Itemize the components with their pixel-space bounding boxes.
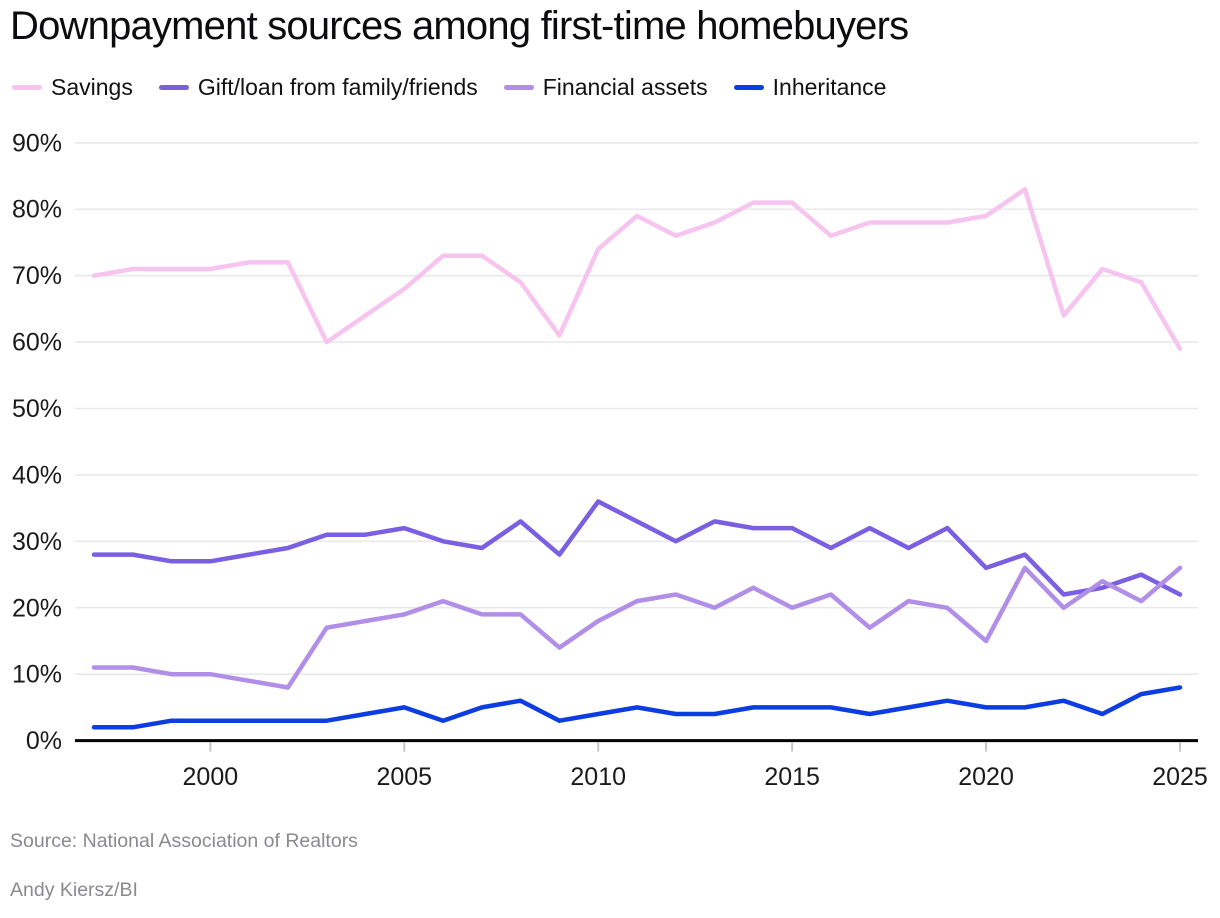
x-tick-label: 2005 xyxy=(376,763,432,791)
y-tick-label: 30% xyxy=(12,528,62,556)
line-chart: 0% 10% 20% 30% 40% 50% 60% 70% 80% 90% 2000 2005 201… xyxy=(12,129,1208,791)
y-tick-label: 20% xyxy=(12,594,62,622)
y-tick-label: 10% xyxy=(12,661,62,689)
y-tick-label: 70% xyxy=(12,262,62,290)
legend-swatch-financial-assets xyxy=(503,85,534,90)
source-attribution: Source: National Association of Realtors xyxy=(10,830,358,852)
x-tick-label: 2010 xyxy=(570,763,626,791)
legend-item-financial-assets: Financial assets xyxy=(503,74,708,101)
series-line-financial-assets xyxy=(91,565,1183,690)
x-tick-label: 2015 xyxy=(764,763,820,791)
legend-item-savings: Savings xyxy=(12,74,133,101)
legend-label-inheritance: Inheritance xyxy=(772,74,887,100)
chart-title: Downpayment sources among first-time hom… xyxy=(10,4,909,48)
legend: Savings Gift/loan from family/friends Fi… xyxy=(12,74,886,101)
series-line-savings xyxy=(91,187,1183,351)
y-tick-label: 60% xyxy=(12,329,62,357)
series-line-gift-loan-from-family-friends xyxy=(91,499,1183,597)
y-tick-label: 90% xyxy=(12,129,62,157)
x-tick-label: 2000 xyxy=(183,763,239,791)
legend-swatch-inheritance xyxy=(733,85,764,90)
y-tick-label: 80% xyxy=(12,196,62,224)
legend-item-inheritance: Inheritance xyxy=(733,74,887,101)
legend-swatch-savings xyxy=(12,85,42,90)
legend-label-financial-assets: Financial assets xyxy=(542,74,708,100)
legend-item-gift-loan: Gift/loan from family/friends xyxy=(158,74,478,101)
legend-label-savings: Savings xyxy=(51,74,133,100)
y-tick-label: 40% xyxy=(12,461,62,489)
legend-label-gift-loan: Gift/loan from family/friends xyxy=(197,74,478,100)
y-tick-label: 50% xyxy=(12,395,62,423)
y-tick-label: 0% xyxy=(26,727,62,755)
x-tick-label: 2020 xyxy=(958,763,1014,791)
series-line-inheritance xyxy=(91,685,1183,730)
x-tick-label: 2025 xyxy=(1152,763,1208,791)
legend-swatch-gift-loan xyxy=(158,85,189,90)
source-byline: Andy Kiersz/BI xyxy=(10,879,138,901)
